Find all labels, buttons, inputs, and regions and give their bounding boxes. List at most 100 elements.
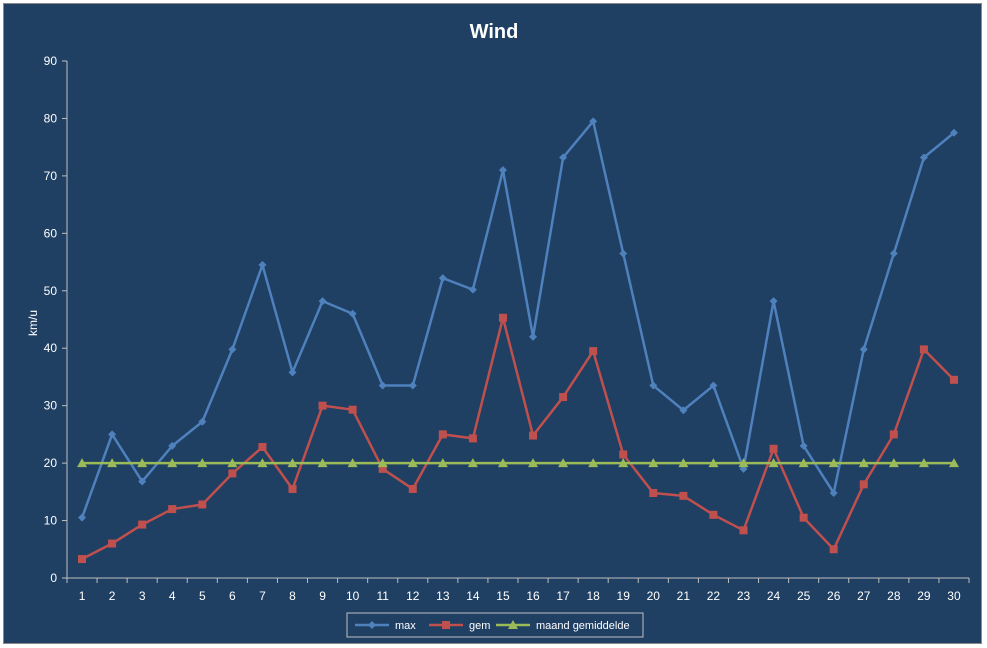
data-point bbox=[77, 458, 88, 468]
data-point bbox=[108, 539, 117, 548]
data-point bbox=[348, 405, 357, 414]
data-point bbox=[649, 381, 658, 390]
data-point bbox=[949, 128, 958, 137]
legend-label: max bbox=[395, 620, 416, 632]
data-point bbox=[317, 458, 328, 468]
legend-marker bbox=[368, 621, 376, 629]
x-tick-label: 3 bbox=[139, 589, 146, 603]
x-tick-label: 28 bbox=[887, 589, 901, 603]
x-tick-label: 22 bbox=[707, 589, 721, 603]
data-point bbox=[709, 510, 718, 519]
x-tick-label: 25 bbox=[797, 589, 811, 603]
data-point bbox=[228, 469, 237, 478]
data-point bbox=[769, 444, 778, 453]
data-point bbox=[197, 458, 208, 468]
data-point bbox=[739, 526, 748, 535]
y-tick-label: 0 bbox=[50, 571, 57, 585]
x-tick-label: 19 bbox=[617, 589, 631, 603]
data-point bbox=[228, 345, 237, 354]
x-tick-label: 18 bbox=[586, 589, 600, 603]
data-point bbox=[889, 249, 898, 258]
y-tick-label: 10 bbox=[44, 514, 58, 528]
x-tick-label: 10 bbox=[346, 589, 360, 603]
data-point bbox=[498, 166, 507, 175]
data-point bbox=[859, 480, 868, 489]
data-point bbox=[919, 153, 928, 162]
data-point bbox=[407, 458, 418, 468]
data-point bbox=[919, 345, 928, 354]
data-point bbox=[288, 484, 297, 493]
data-point bbox=[318, 297, 327, 306]
legend-marker bbox=[442, 621, 450, 629]
data-point bbox=[227, 458, 238, 468]
data-point bbox=[679, 491, 688, 500]
data-point bbox=[738, 458, 749, 468]
x-tick-label: 5 bbox=[199, 589, 206, 603]
x-tick-label: 9 bbox=[319, 589, 326, 603]
x-tick-label: 11 bbox=[376, 589, 389, 603]
plot-area bbox=[77, 117, 959, 564]
y-axis-label: km/u bbox=[26, 310, 40, 336]
data-point bbox=[619, 249, 628, 258]
series-gem bbox=[78, 313, 958, 564]
data-point bbox=[408, 381, 417, 390]
data-point bbox=[799, 441, 808, 450]
data-point bbox=[588, 458, 599, 468]
data-point bbox=[828, 458, 839, 468]
y-tick-label: 20 bbox=[44, 456, 58, 470]
x-tick-label: 14 bbox=[466, 589, 480, 603]
legend-item: gem bbox=[429, 620, 490, 632]
data-point bbox=[678, 458, 689, 468]
data-point bbox=[679, 406, 688, 415]
x-tick-label: 1 bbox=[79, 589, 86, 603]
data-point bbox=[648, 458, 659, 468]
legend-item: max bbox=[355, 620, 416, 632]
x-tick-label: 21 bbox=[677, 589, 691, 603]
series-line bbox=[81, 316, 955, 561]
data-point bbox=[858, 458, 869, 468]
data-point bbox=[589, 117, 598, 126]
x-tick-label: 17 bbox=[556, 589, 570, 603]
x-tick-label: 2 bbox=[109, 589, 116, 603]
data-point bbox=[528, 458, 539, 468]
chart-area: Wind km/u 0 10 20 30 40 50 60 70 80 90 1 2 3 4 5 6 7 8 9 10… bbox=[3, 3, 982, 644]
data-point bbox=[257, 458, 268, 468]
data-point bbox=[168, 505, 177, 514]
data-point bbox=[288, 368, 297, 377]
y-tick-label: 40 bbox=[44, 341, 58, 355]
data-point bbox=[108, 430, 117, 439]
data-point bbox=[708, 458, 719, 468]
x-tick-label: 7 bbox=[259, 589, 266, 603]
legend-box bbox=[346, 612, 644, 638]
data-point bbox=[438, 430, 447, 439]
legend-marker bbox=[508, 620, 518, 629]
y-tick-label: 60 bbox=[44, 226, 58, 240]
data-point bbox=[618, 458, 629, 468]
y-tick-label: 30 bbox=[44, 399, 58, 413]
y-tick-label: 50 bbox=[44, 284, 58, 298]
data-point bbox=[497, 458, 508, 468]
data-point bbox=[798, 458, 809, 468]
data-point bbox=[829, 545, 838, 554]
data-point bbox=[829, 488, 838, 497]
legend-item: maand gemiddelde bbox=[496, 620, 630, 632]
data-point bbox=[709, 381, 718, 390]
x-tick-label: 13 bbox=[436, 589, 450, 603]
series-max bbox=[78, 117, 958, 522]
series-line bbox=[80, 120, 955, 519]
data-point bbox=[78, 555, 87, 564]
x-tick-label: 24 bbox=[767, 589, 781, 603]
data-point bbox=[769, 297, 778, 306]
x-tick-label: 6 bbox=[229, 589, 236, 603]
data-point bbox=[467, 458, 478, 468]
data-point bbox=[889, 430, 898, 439]
data-point bbox=[168, 441, 177, 450]
x-tick-label: 15 bbox=[496, 589, 510, 603]
legend: max gem maand gemiddelde bbox=[346, 612, 644, 638]
y-tick-label: 70 bbox=[44, 169, 58, 183]
data-point bbox=[529, 332, 538, 341]
data-point bbox=[498, 313, 507, 322]
data-point bbox=[619, 450, 628, 459]
data-point bbox=[348, 309, 357, 318]
